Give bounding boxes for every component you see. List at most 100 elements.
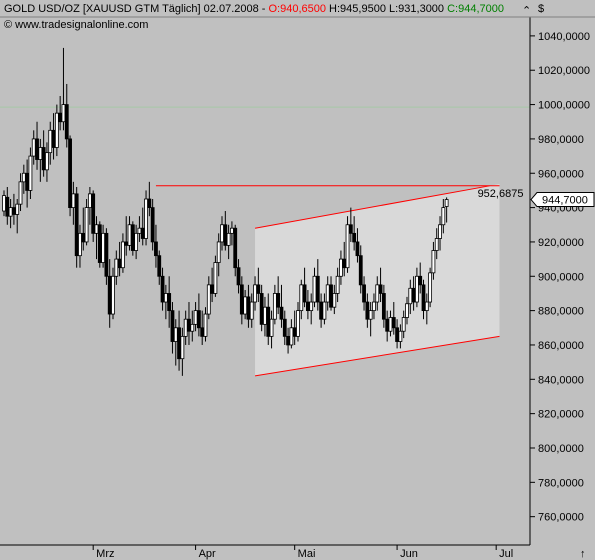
candle-body [58,112,63,123]
candle-body [167,293,172,312]
candle [54,104,59,157]
candle-body [239,284,244,315]
candle-body [107,275,112,315]
candle-body [348,224,353,234]
candle [147,181,152,217]
y-tick-label: 780,0000 [538,477,584,489]
candle-body [68,138,72,208]
candle [355,228,360,263]
candle [352,216,357,251]
y-axis[interactable]: 1040,0000 1020,0000 1000,0000 980,0000 960,0… [530,31,590,524]
candle-body [180,335,185,360]
candle-body [101,232,105,263]
candle-body [196,310,201,329]
candle-body [230,227,234,234]
candle-body [398,330,403,342]
x-axis[interactable]: MrzAprMaiJunJulAug [92,545,595,560]
candle [444,197,449,223]
candle-body [276,293,281,308]
y-tick-label: 980,0000 [538,134,584,146]
candle-body [243,296,248,315]
candle [45,142,49,182]
candle-body [233,227,238,269]
candle-body [31,138,36,157]
collapse-arrow-icon[interactable]: ⌃ [522,5,531,17]
candle-body [15,203,20,215]
candle [206,276,211,320]
y-tick-label: 820,0000 [538,409,584,421]
candle-body [154,241,158,257]
last-price-marker: 944,7000 [530,192,595,208]
candle-body [81,232,86,243]
candle-body [401,317,406,332]
channel-lower-line[interactable] [254,335,500,377]
candle-body [144,198,148,239]
last-price-box [530,192,595,208]
candle-body [395,327,399,342]
candle [216,233,221,277]
candle-body [163,293,168,303]
candle [68,135,72,217]
candle-body [246,296,251,320]
candle-body [378,284,383,294]
candle-body [444,199,449,207]
candle-body [312,275,317,303]
candle-body [388,317,393,332]
candle [91,190,96,242]
candle [405,296,409,325]
candle-body [2,195,6,212]
candle-body [441,207,446,226]
axis-arrow-icon[interactable]: ↑ [580,548,586,560]
chart-header: GOLD USD/OZ [XAUUSD GTM Täglich] 02.07.2… [4,3,504,15]
candle-body [282,318,287,337]
candle-body [329,284,333,308]
candle [441,199,446,234]
copyright-label: © www.tradesignalonline.com [4,19,148,31]
candle-body [226,232,231,246]
candle-body [137,227,142,234]
candle [104,228,109,285]
candle-body [213,262,218,294]
candle [170,302,175,354]
candle-body [428,272,433,303]
candle [368,302,373,337]
candle-body [21,172,26,183]
y-tick-label: 900,0000 [538,271,584,283]
candle [78,224,82,268]
y-tick-label: 1020,0000 [538,65,590,77]
candle [15,199,20,234]
candle [401,310,406,339]
candle-body [48,129,53,154]
candle-body [279,306,284,320]
candle-body [87,193,92,208]
candle [226,224,231,260]
y-tick-label: 760,0000 [538,512,584,524]
candle-body [147,198,152,208]
candle [74,186,79,268]
candle [249,293,254,328]
candle [424,293,429,325]
close-price: C:944,7000 [447,3,504,15]
candle [154,224,158,268]
candle [269,310,274,349]
candle-body [418,275,423,286]
candle-body [342,258,347,269]
candle-body [61,104,66,123]
candle-body [216,241,221,263]
y-tick-label: 1040,0000 [538,31,590,43]
channel-upper-line[interactable] [254,185,490,229]
candle-body [391,317,396,329]
candle-body [253,284,257,303]
candle [322,293,327,325]
candle-body [424,301,429,312]
candle-body [220,224,224,243]
candle-body [421,284,426,312]
x-tick-label: Mrz [96,548,114,560]
candle-body [187,318,191,332]
candle-body [160,275,165,303]
candle [111,267,115,320]
candle-body [362,284,366,303]
candlestick-series [2,47,449,376]
